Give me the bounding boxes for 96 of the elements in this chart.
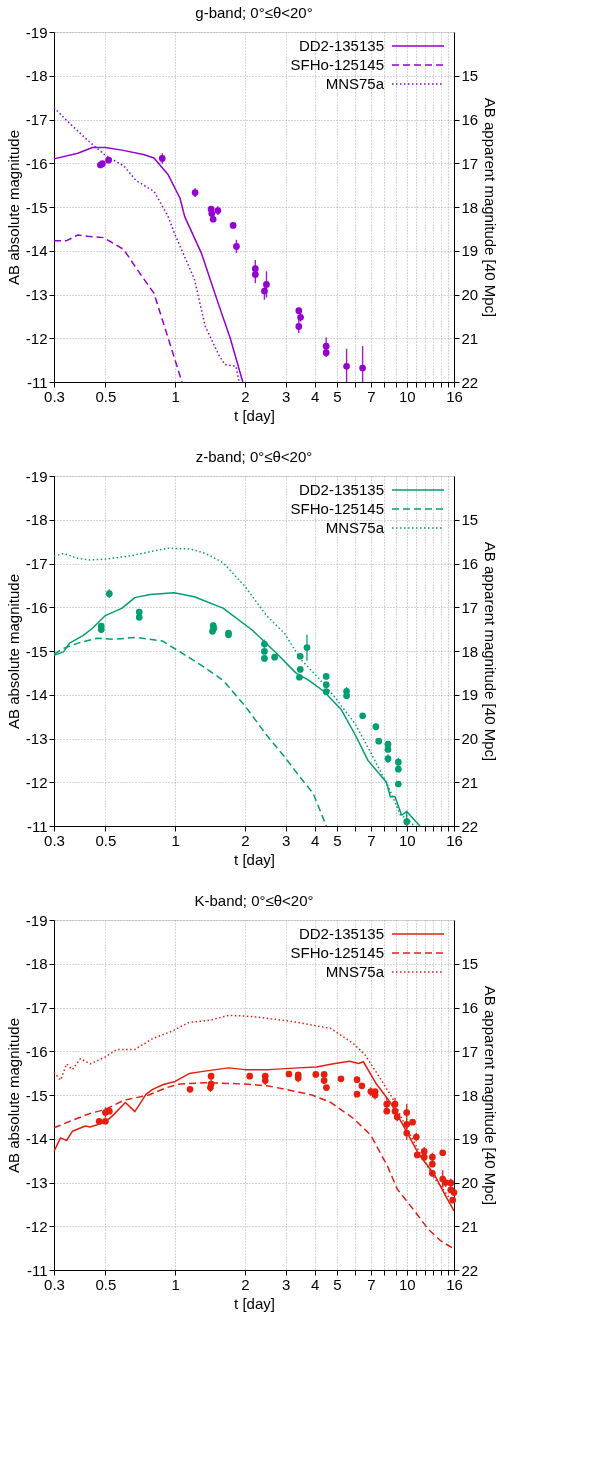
y2-tick-label: 16 bbox=[461, 999, 479, 1016]
y2-tick-label: 18 bbox=[461, 198, 479, 216]
y-tick-label: -12 bbox=[25, 1217, 48, 1235]
y-tick-label: -15 bbox=[25, 198, 48, 216]
y2-tick-label: 17 bbox=[461, 598, 479, 616]
x-tick-label: 7 bbox=[367, 387, 376, 405]
y2-tick-label: 20 bbox=[461, 1174, 479, 1191]
y-tick-label: -18 bbox=[25, 511, 48, 529]
x-tick-label: 2 bbox=[241, 387, 250, 405]
y-axis-title: AB absolute magnitude bbox=[4, 1017, 22, 1174]
y-tick-label: -17 bbox=[25, 555, 48, 572]
x-tick-label: 3 bbox=[281, 387, 291, 405]
legend-label: SFHo-125145 bbox=[290, 56, 384, 73]
y2-tick-label: 19 bbox=[461, 1130, 479, 1148]
x-tick-label: 10 bbox=[398, 831, 416, 849]
x-tick-label: 16 bbox=[446, 387, 463, 405]
x-axis-title: t [day] bbox=[234, 1294, 275, 1312]
y2-tick-label: 15 bbox=[461, 511, 479, 529]
y-tick-label: -12 bbox=[25, 773, 48, 791]
y-tick-label: -13 bbox=[25, 286, 48, 303]
legend-label: MNS75a bbox=[325, 963, 385, 980]
y-tick-label: -14 bbox=[25, 242, 48, 260]
y-axis-title: AB absolute magnitude bbox=[4, 573, 22, 730]
y2-tick-label: 21 bbox=[461, 1217, 479, 1235]
y2-tick-label: 18 bbox=[461, 642, 479, 660]
y-tick-label: -12 bbox=[25, 329, 48, 347]
x-tick-label: 0.5 bbox=[95, 831, 117, 849]
y-tick-label: -15 bbox=[25, 642, 48, 660]
y2-axis-title: AB apparent magnitude [40 Mpc] bbox=[482, 541, 500, 762]
y2-tick-label: 19 bbox=[461, 686, 479, 704]
x-tick-label: 4 bbox=[310, 387, 320, 405]
x-tick-label: 10 bbox=[398, 1275, 416, 1293]
y2-tick-label: 22 bbox=[461, 817, 479, 835]
y2-tick-label: 18 bbox=[461, 1086, 479, 1104]
y2-axis-title: AB apparent magnitude [40 Mpc] bbox=[482, 97, 500, 318]
chart-title: g-band; 0°≤θ<20° bbox=[195, 4, 313, 21]
x-axis-title: t [day] bbox=[234, 850, 275, 868]
y2-tick-label: 15 bbox=[461, 67, 479, 85]
x-tick-label: 0.5 bbox=[95, 1275, 117, 1293]
y-tick-label: -16 bbox=[25, 154, 48, 172]
x-tick-label: 16 bbox=[446, 1275, 463, 1293]
x-axis-title: t [day] bbox=[234, 406, 275, 424]
y-tick-label: -18 bbox=[25, 67, 48, 85]
legend-label: DD2-135135 bbox=[298, 925, 384, 942]
y2-tick-label: 20 bbox=[461, 730, 479, 747]
y2-axis-title: AB apparent magnitude [40 Mpc] bbox=[482, 985, 500, 1206]
y2-tick-label: 16 bbox=[461, 111, 479, 128]
x-tick-label: 1 bbox=[171, 831, 180, 849]
y2-tick-label: 19 bbox=[461, 242, 479, 260]
legend-label: MNS75a bbox=[325, 75, 385, 92]
x-tick-label: 3 bbox=[281, 831, 291, 849]
y2-tick-label: 21 bbox=[461, 773, 479, 791]
legend-label: MNS75a bbox=[325, 519, 385, 536]
x-tick-label: 4 bbox=[310, 1275, 320, 1293]
x-tick-label: 7 bbox=[367, 831, 376, 849]
x-tick-label: 5 bbox=[333, 387, 342, 405]
legend-label: DD2-135135 bbox=[298, 37, 384, 54]
y-tick-label: -13 bbox=[25, 1174, 48, 1191]
y2-tick-label: 21 bbox=[461, 329, 479, 347]
y-tick-label: -14 bbox=[25, 1130, 48, 1148]
y-tick-label: -16 bbox=[25, 598, 48, 616]
x-tick-label: 2 bbox=[241, 831, 250, 849]
y-tick-label: -16 bbox=[25, 1042, 48, 1060]
y2-tick-label: 16 bbox=[461, 555, 479, 572]
y-tick-label: -19 bbox=[25, 23, 48, 41]
chart-title: z-band; 0°≤θ<20° bbox=[195, 448, 313, 465]
y2-tick-label: 15 bbox=[461, 955, 479, 973]
x-tick-label: 7 bbox=[367, 1275, 376, 1293]
y2-tick-label: 17 bbox=[461, 1042, 479, 1060]
y-tick-label: -14 bbox=[25, 686, 48, 704]
x-tick-label: 1 bbox=[171, 387, 180, 405]
chart-title: K-band; 0°≤θ<20° bbox=[194, 892, 314, 909]
x-tick-label: 5 bbox=[333, 1275, 342, 1293]
y-tick-label: -17 bbox=[25, 999, 48, 1016]
y-axis-title: AB absolute magnitude bbox=[4, 129, 22, 286]
x-tick-label: 5 bbox=[333, 831, 342, 849]
x-tick-label: 1 bbox=[171, 1275, 180, 1293]
legend-label: DD2-135135 bbox=[298, 481, 384, 498]
y-tick-label: -15 bbox=[25, 1086, 48, 1104]
x-tick-label: 2 bbox=[241, 1275, 250, 1293]
x-tick-label: 16 bbox=[446, 831, 463, 849]
y2-tick-label: 17 bbox=[461, 154, 479, 172]
y2-tick-label: 22 bbox=[461, 373, 479, 391]
y-tick-label: -13 bbox=[25, 730, 48, 747]
y-tick-label: -19 bbox=[25, 467, 48, 485]
x-tick-label: 10 bbox=[398, 387, 416, 405]
x-tick-label: 3 bbox=[281, 1275, 291, 1293]
y2-tick-label: 22 bbox=[461, 1261, 479, 1279]
legend-label: SFHo-125145 bbox=[290, 500, 384, 517]
y-tick-label: -19 bbox=[25, 911, 48, 929]
x-tick-label: 4 bbox=[310, 831, 320, 849]
x-tick-label: 0.5 bbox=[95, 387, 117, 405]
y-tick-label: -18 bbox=[25, 955, 48, 973]
y2-tick-label: 20 bbox=[461, 286, 479, 303]
y-tick-label: -17 bbox=[25, 111, 48, 128]
legend-label: SFHo-125145 bbox=[290, 944, 384, 961]
